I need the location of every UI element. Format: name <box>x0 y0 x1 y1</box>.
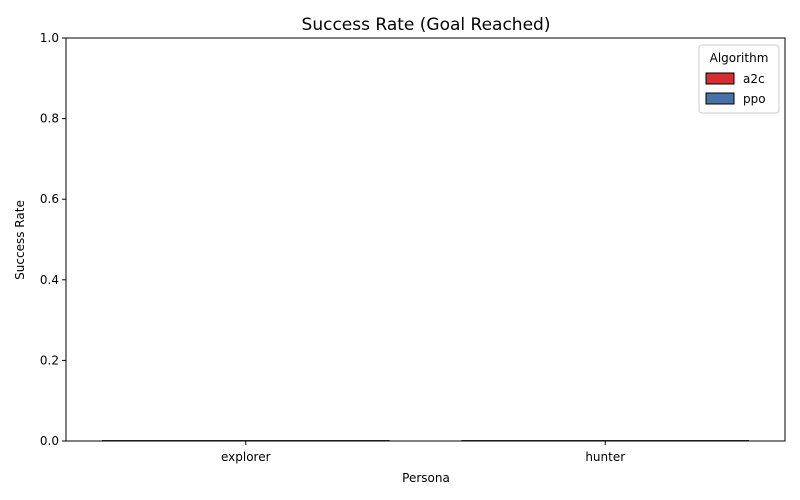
plot-frame <box>65 37 786 442</box>
y-axis: 0.0 0.2 0.4 0.6 0.8 1.0 <box>40 31 66 448</box>
legend-swatch-ppo <box>705 92 735 105</box>
legend-title: Algorithm <box>710 51 769 65</box>
y-tick-label: 0.2 <box>40 353 59 367</box>
legend-label-ppo: ppo <box>743 92 766 106</box>
legend-label-a2c: a2c <box>743 72 765 86</box>
y-axis-label: Success Rate <box>13 200 27 280</box>
y-tick-label: 0.8 <box>40 112 59 126</box>
chart-title: Success Rate (Goal Reached) <box>302 15 551 35</box>
y-tick-label: 1.0 <box>40 31 59 45</box>
legend-items: a2c ppo <box>705 72 766 106</box>
legend-swatch-a2c <box>705 72 735 85</box>
y-tick-label: 0.6 <box>40 192 59 206</box>
x-axis: explorer hunter <box>221 441 625 464</box>
legend: Algorithm a2c ppo <box>698 44 780 114</box>
y-tick-label: 0.0 <box>40 434 59 448</box>
x-tick-label: explorer <box>221 450 271 464</box>
x-axis-label: Persona <box>402 471 450 485</box>
y-tick-label: 0.4 <box>40 273 59 287</box>
x-tick-label: hunter <box>585 450 625 464</box>
